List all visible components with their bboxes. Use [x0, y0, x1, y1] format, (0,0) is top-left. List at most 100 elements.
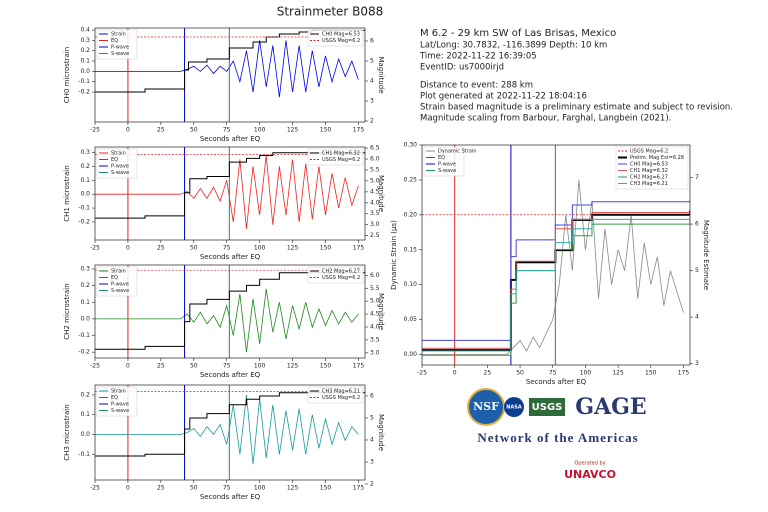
- x-axis-label: Seconds after EQ: [200, 253, 261, 261]
- x-tick-label: -25: [90, 485, 100, 492]
- x-tick-label: -25: [417, 370, 427, 377]
- chart-panel: -25 0 25 50 75 100 125 150 175 -0.1 0.0 0.1 0.2 2 3 4 5 6…: [63, 384, 385, 501]
- x-tick-label: 125: [287, 485, 299, 492]
- legend-box: [615, 146, 689, 190]
- x-tick-label: 150: [320, 363, 332, 370]
- legend-label: USGS Mag=6.2: [322, 275, 360, 281]
- y-tick-label: 0.2: [80, 163, 90, 170]
- y-tick-label: 0.0: [80, 315, 90, 322]
- magnitude-line: [422, 199, 690, 341]
- x-tick-label: 100: [254, 363, 266, 370]
- x-tick-label: 75: [223, 485, 231, 492]
- y-tick-label: 0.0: [80, 191, 90, 198]
- x-tick-label: 50: [190, 363, 198, 370]
- info-line: Magnitude scaling from Barbour, Farghal,…: [420, 114, 671, 124]
- legend-label: CH2 Mag=6.27: [630, 175, 668, 181]
- legend-label: Strain: [111, 269, 126, 275]
- chart-panel: -25 0 25 50 75 100 125 150 1750.000.050.100.150.…: [390, 142, 710, 387]
- y-tick-label: 0.2: [80, 391, 90, 398]
- y-tick-label: 0.0: [80, 431, 90, 438]
- y2-axis-label: Magnitude: [377, 56, 385, 93]
- info-line: Lat/Long: 30.7832, -116.3899 Depth: 10 k…: [420, 41, 607, 51]
- y2-tick-label: 5: [370, 58, 374, 65]
- x-tick-label: -25: [90, 127, 100, 134]
- legend-label: USGS Mag=6.2: [322, 395, 360, 401]
- x-tick-label: -25: [90, 363, 100, 370]
- legend-box: [96, 29, 138, 60]
- y-tick-label: 0.3: [80, 149, 90, 156]
- x-tick-label: 150: [320, 245, 332, 252]
- x-tick-label: 50: [190, 485, 198, 492]
- unavco-text: UNAVCO: [564, 468, 616, 481]
- y2-tick-label: 2: [370, 118, 374, 125]
- y-axis-label: CH1 microstrain: [63, 165, 71, 221]
- legend-box: [423, 146, 465, 177]
- y2-tick-label: 2.5: [370, 232, 380, 239]
- x-tick-label: 75: [549, 370, 557, 377]
- y2-tick-label: 3.0: [370, 349, 380, 356]
- legend-label: USGS Mag=6.2: [630, 149, 668, 155]
- legend-label: CH1 Mag=6.32: [630, 168, 668, 174]
- legend-box: [307, 266, 364, 284]
- y-tick-label: -0.2: [78, 349, 90, 356]
- y-tick-label: -0.1: [78, 451, 90, 458]
- legend-label: Dynamic Strain: [438, 149, 476, 155]
- y-tick-label: -0.2: [78, 218, 90, 225]
- y2-tick-label: 4: [695, 314, 699, 321]
- info-line: Strain based magnitude is a preliminary …: [420, 103, 733, 113]
- y-tick-label: 0.0: [80, 68, 90, 75]
- x-tick-label: 100: [254, 127, 266, 134]
- magnitude-line: [95, 268, 365, 350]
- legend-label: CH2 Mag=6.27: [322, 269, 360, 275]
- network-text: Network of the Americas: [477, 430, 638, 445]
- legend-label: P-wave: [111, 402, 129, 408]
- legend-label: Strain: [111, 389, 126, 395]
- plot-series: [95, 28, 365, 122]
- legend-box: [307, 29, 364, 47]
- x-tick-label: 100: [254, 245, 266, 252]
- y2-tick-label: 3: [370, 98, 374, 105]
- strain-line: [422, 179, 684, 355]
- legend-label: Strain: [111, 151, 126, 157]
- plot-frame: [421, 144, 691, 366]
- y2-tick-label: 5.5: [370, 166, 380, 173]
- logos: NSF NASA USGS GAGE Network of the Americ…: [467, 388, 647, 481]
- y2-tick-label: 4: [370, 78, 374, 85]
- y2-tick-label: 4.0: [370, 199, 380, 206]
- y2-tick-label: 5: [695, 267, 699, 274]
- x-tick-label: 75: [223, 127, 231, 134]
- legend-label: EQ: [111, 38, 118, 44]
- x-axis-label: Seconds after EQ: [200, 371, 261, 379]
- plot-frame: [94, 27, 366, 123]
- legend-label: USGS Mag=6.2: [322, 157, 360, 163]
- x-tick-label: 150: [645, 370, 657, 377]
- magnitude-line: [95, 152, 365, 219]
- y-tick-label: 0.1: [80, 411, 90, 418]
- y-tick-label: 0.2: [80, 47, 90, 54]
- y2-tick-label: 4.5: [370, 188, 380, 195]
- y2-axis-label: Magnitude: [377, 293, 385, 330]
- y2-tick-label: 5.0: [370, 177, 380, 184]
- info-line: Distance to event: 288 km: [420, 81, 533, 91]
- strain-line: [95, 288, 359, 353]
- y2-tick-label: 5.5: [370, 285, 380, 292]
- legend-label: EQ: [111, 157, 118, 163]
- y2-axis-label: Magnitude Estimate: [702, 220, 710, 290]
- y-tick-label: -0.1: [78, 78, 90, 85]
- y-tick-label: 0.3: [80, 37, 90, 44]
- legend-label: S-wave: [111, 408, 129, 414]
- y2-tick-label: 6: [695, 221, 699, 228]
- x-tick-label: 25: [157, 245, 165, 252]
- gage-text: GAGE: [575, 394, 646, 420]
- legend-label: CH3 Mag=6.21: [322, 389, 360, 395]
- y2-tick-label: 6.5: [370, 145, 380, 152]
- y-tick-label: 0.1: [80, 299, 90, 306]
- legend-box: [96, 266, 138, 297]
- event-title: M 6.2 - 29 km SW of Las Brisas, Mexico: [420, 28, 616, 39]
- usgs-logo: [529, 398, 565, 416]
